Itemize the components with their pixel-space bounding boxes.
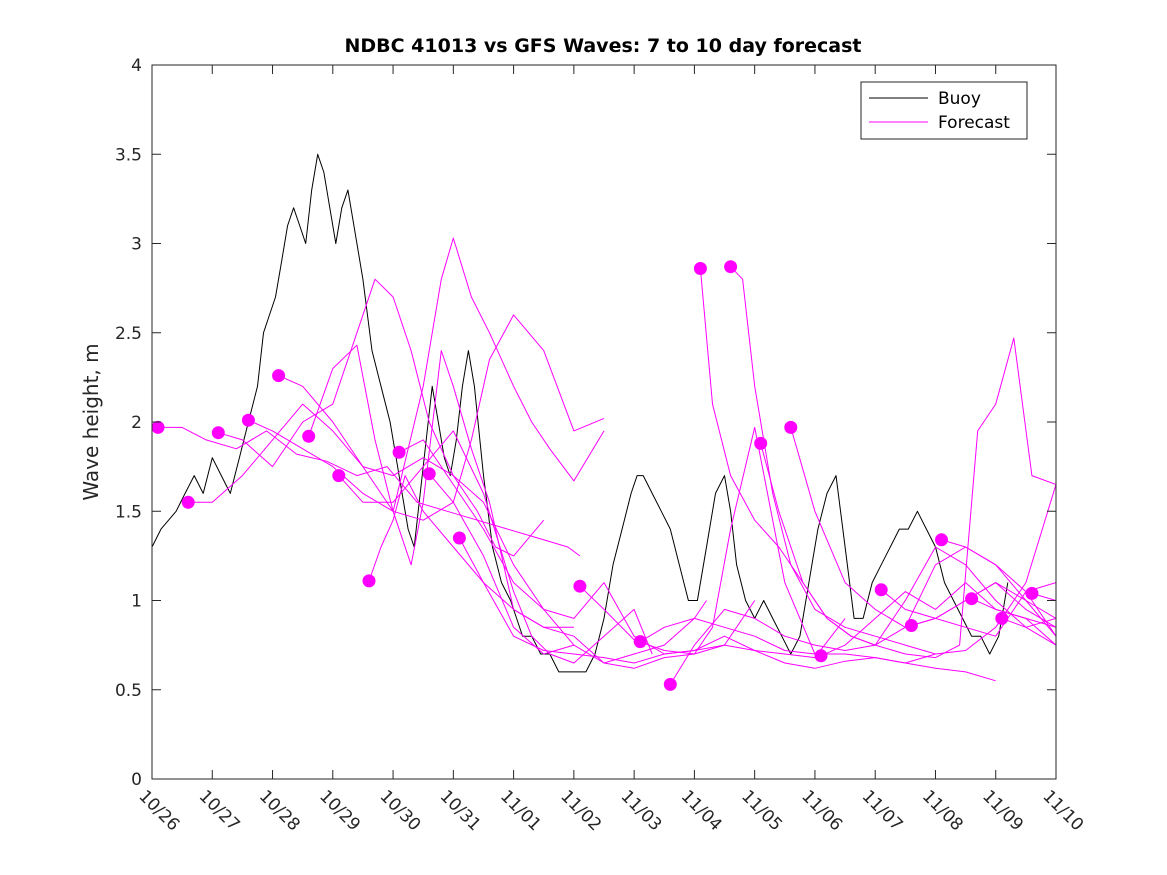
forecast-start-marker [935, 533, 948, 547]
forecast-start-marker [995, 611, 1009, 625]
y-tick-label: 3 [131, 235, 142, 255]
forecast-start-marker [1025, 586, 1039, 600]
series-layer [152, 153, 1056, 685]
forecast-series-line-14 [669, 546, 1056, 685]
forecast-start-marker [754, 436, 768, 450]
y-axis-label: Wave height, m [79, 343, 103, 500]
forecast-series-line-18 [790, 427, 1056, 637]
legend-label-buoy: Buoy [938, 89, 981, 109]
legend-box [860, 81, 1028, 140]
forecast-start-marker [904, 619, 918, 632]
forecast-series-line-5 [278, 237, 605, 512]
forecast-start-marker [573, 579, 587, 593]
y-tick-label: 3.5 [115, 145, 142, 165]
forecast-start-marker [814, 649, 828, 663]
forecast-series-line-1 [158, 426, 581, 557]
forecast-series-line-4 [248, 314, 605, 521]
y-tick-label: 1.5 [115, 502, 142, 522]
forecast-series-line-22 [941, 539, 1056, 619]
forecast-series-line-3 [218, 278, 545, 557]
forecast-series-line-11 [458, 537, 846, 664]
forecast-start-marker [302, 429, 316, 443]
forecast-start-marker [392, 445, 406, 459]
forecast-start-marker [181, 495, 195, 509]
forecast-series-line-7 [338, 430, 653, 664]
forecast-start-marker [422, 467, 436, 481]
y-tick-label: 2 [131, 413, 142, 433]
forecast-series-line-17 [760, 337, 1056, 659]
forecast-start-marker [874, 583, 888, 597]
forecast-start-marker [272, 369, 286, 383]
forecast-series-line-21 [911, 582, 1056, 628]
legend: Buoy Forecast [860, 81, 1028, 140]
forecast-start-marker [784, 420, 798, 434]
y-tick-label: 2.5 [115, 324, 142, 344]
forecast-start-marker [693, 262, 707, 275]
forecast-start-marker [965, 592, 979, 606]
forecast-start-marker [633, 635, 647, 649]
y-tick-label: 4 [131, 56, 142, 76]
y-tick-label: 1 [131, 592, 142, 612]
forecast-start-marker [332, 469, 346, 483]
forecast-start-marker [663, 677, 677, 691]
forecast-start-marker [452, 531, 466, 545]
forecast-start-marker [362, 574, 376, 588]
forecast-series-line-6 [308, 344, 574, 628]
chart-title: NDBC 41013 vs GFS Waves: 7 to 10 day for… [344, 35, 861, 57]
buoy-series-line [152, 153, 1009, 673]
forecast-series-line-10 [428, 426, 816, 669]
forecast-start-marker [724, 260, 738, 274]
y-tick-label: 0 [131, 770, 142, 790]
forecast-start-marker [211, 426, 225, 440]
forecast-start-marker [241, 413, 255, 427]
y-tick-label: 0.5 [115, 681, 142, 701]
forecast-series-line-2 [188, 403, 575, 646]
legend-label-forecast: Forecast [938, 113, 1010, 133]
forecast-series-line-24 [1001, 617, 1056, 628]
marker-layer [151, 260, 1039, 691]
forecast-start-marker [151, 420, 165, 434]
